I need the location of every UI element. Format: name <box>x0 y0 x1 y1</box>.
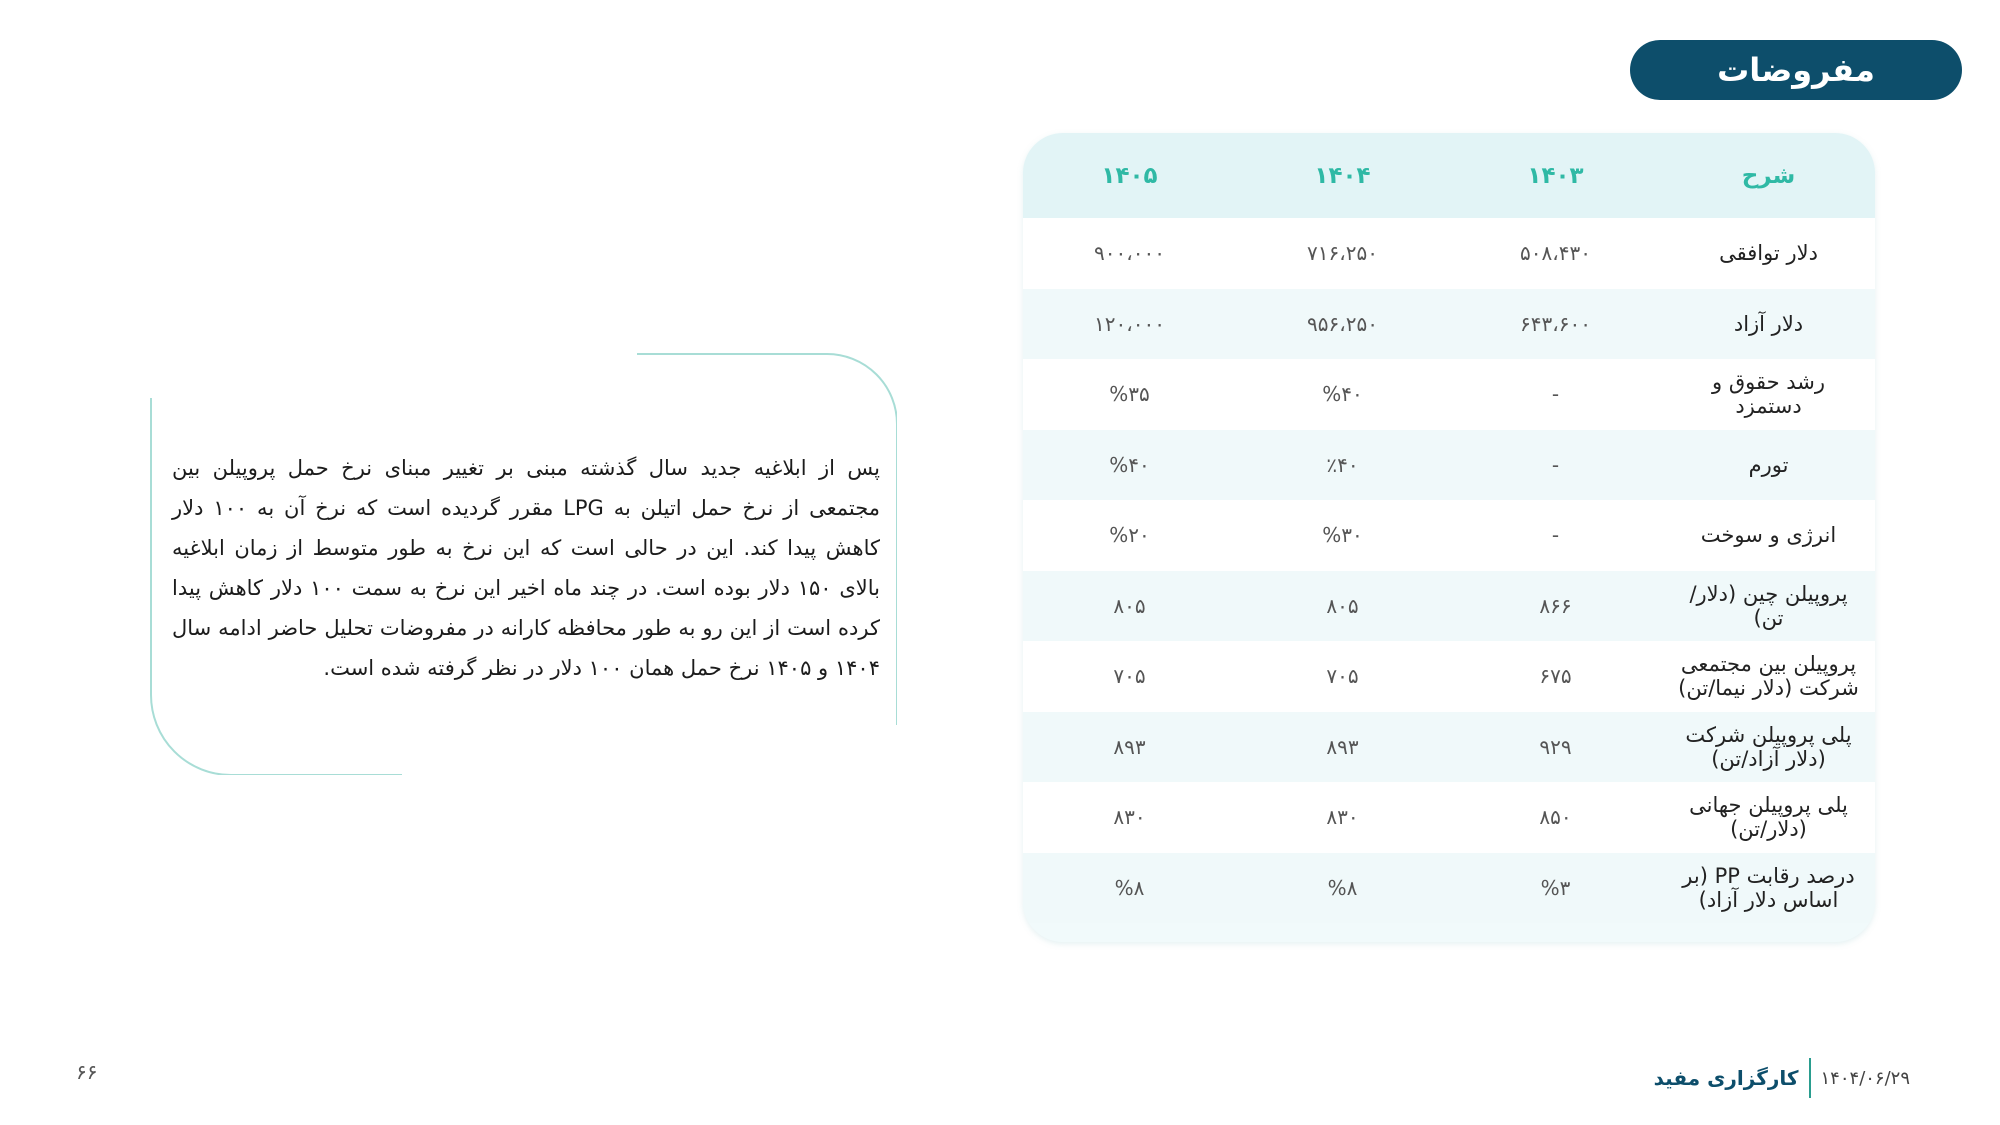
row-label: دلار آزاد <box>1733 311 1804 336</box>
column-header: شرح <box>1741 162 1796 189</box>
table-cell: ۹۰۰،۰۰۰ <box>1094 241 1165 266</box>
note-text: پس از ابلاغیه جدید سال گذشته مبنی بر تغی… <box>172 456 880 680</box>
brand-logo-text: کارگزاری مفید <box>1653 1066 1799 1090</box>
table-cell: ٪۴۰ <box>1326 452 1359 477</box>
column-header: ۱۴۰۴ <box>1314 162 1371 189</box>
table-cell: ۸۶۶ <box>1539 593 1572 618</box>
table-row: تورم - ٪۴۰ %۴۰ <box>1023 429 1875 500</box>
row-label: تورم <box>1748 452 1789 477</box>
page-title: مفروضات <box>1630 40 1962 100</box>
table-cell: ۸۳۰ <box>1113 805 1146 830</box>
footer: کارگزاری مفید ۱۴۰۴/۰۶/۲۹ <box>1654 1058 1910 1098</box>
row-label: پروپیلن بین مجتمعی شرکت (دلار نیما/تن) <box>1678 652 1859 701</box>
table-cell: ۹۵۶،۲۵۰ <box>1307 311 1378 336</box>
table-cell: %۳ <box>1540 875 1571 900</box>
table-cell: ۱۲۰،۰۰۰ <box>1094 311 1165 336</box>
table-cell: ۷۱۶،۲۵۰ <box>1307 241 1378 266</box>
table-cell: ۷۰۵ <box>1113 664 1146 689</box>
table-header-row: شرح ۱۴۰۳ ۱۴۰۴ ۱۴۰۵ <box>1023 133 1875 218</box>
table-row: درصد رقابت PP (بر اساس دلار آزاد) %۳ %۸ %۸ <box>1023 852 1875 923</box>
divider <box>1808 1058 1811 1098</box>
column-header: ۱۴۰۵ <box>1101 162 1158 189</box>
table-cell: %۲۰ <box>1109 523 1150 548</box>
report-date: ۱۴۰۴/۰۶/۲۹ <box>1820 1067 1910 1089</box>
table-cell: ۸۰۵ <box>1326 593 1359 618</box>
row-label: پلی پروپیلن شرکت (دلار آزاد/تن) <box>1685 722 1852 771</box>
row-label: پلی پروپیلن جهانی (دلار/تن) <box>1689 793 1848 842</box>
table-row: انرژی و سوخت - %۳۰ %۲۰ <box>1023 500 1875 571</box>
table-cell: ۸۰۵ <box>1113 593 1146 618</box>
table-cell: - <box>1551 452 1560 477</box>
table-row: دلار توافقی ۵۰۸،۴۳۰ ۷۱۶،۲۵۰ ۹۰۰،۰۰۰ <box>1023 218 1875 289</box>
table-cell: ۸۵۰ <box>1539 805 1572 830</box>
table-cell: %۳۵ <box>1109 382 1150 407</box>
table-cell: - <box>1551 523 1560 548</box>
table-cell: ۸۳۰ <box>1326 805 1359 830</box>
row-label: پروپیلن چین (دلار/تن) <box>1689 581 1848 630</box>
column-header: ۱۴۰۳ <box>1527 162 1584 189</box>
table-cell: %۳۰ <box>1322 523 1363 548</box>
table-cell: - <box>1551 382 1560 407</box>
row-label: انرژی و سوخت <box>1700 523 1837 548</box>
table-cell: ۸۹۳ <box>1326 734 1359 759</box>
table-cell: ۶۴۳،۶۰۰ <box>1520 311 1591 336</box>
table-cell: ۵۰۸،۴۳۰ <box>1520 241 1591 266</box>
page-number: ۶۶ <box>76 1060 98 1084</box>
table-cell: ۷۰۵ <box>1326 664 1359 689</box>
table-cell: %۸ <box>1327 875 1358 900</box>
assumptions-table: شرح ۱۴۰۳ ۱۴۰۴ ۱۴۰۵ دلار توافقی ۵۰۸،۴۳۰ ۷۱۶… <box>1023 133 1875 942</box>
table-row: پلی پروپیلن شرکت (دلار آزاد/تن) ۹۲۹ ۸۹۳ ۸۹۳ <box>1023 711 1875 782</box>
table-cell: %۸ <box>1114 875 1145 900</box>
table-cell: ۶۷۵ <box>1539 664 1572 689</box>
row-label: رشد حقوق و دستمزد <box>1712 370 1825 419</box>
table-row: دلار آزاد ۶۴۳،۶۰۰ ۹۵۶،۲۵۰ ۱۲۰،۰۰۰ <box>1023 288 1875 359</box>
row-label: درصد رقابت PP (بر اساس دلار آزاد) <box>1682 863 1855 912</box>
note-box: پس از ابلاغیه جدید سال گذشته مبنی بر تغی… <box>150 353 897 775</box>
row-label: دلار توافقی <box>1719 241 1818 266</box>
table-row: پروپیلن بین مجتمعی شرکت (دلار نیما/تن) ۶۷… <box>1023 641 1875 712</box>
note-box-border <box>150 353 897 775</box>
table-row: پلی پروپیلن جهانی (دلار/تن) ۸۵۰ ۸۳۰ ۸۳۰ <box>1023 782 1875 853</box>
table-cell: ۹۲۹ <box>1539 734 1572 759</box>
table-cell: %۴۰ <box>1322 382 1363 407</box>
table-cell: ۸۹۳ <box>1113 734 1146 759</box>
table-row: رشد حقوق و دستمزد - %۴۰ %۳۵ <box>1023 359 1875 430</box>
table-cell: %۴۰ <box>1109 452 1150 477</box>
table-row: پروپیلن چین (دلار/تن) ۸۶۶ ۸۰۵ ۸۰۵ <box>1023 570 1875 641</box>
